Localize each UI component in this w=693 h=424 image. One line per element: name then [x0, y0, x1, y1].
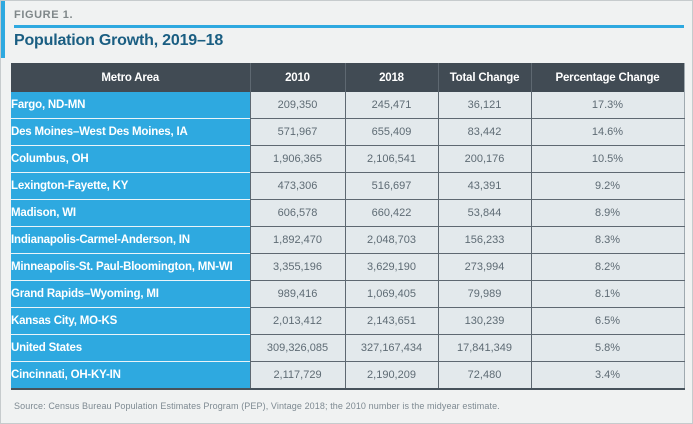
metro-area-cell: Kansas City, MO-KS	[11, 307, 250, 335]
value-cell-percentage-change: 5.8%	[530, 334, 684, 362]
value-cell-total-change: 200,176	[437, 145, 531, 173]
table-row: Grand Rapids–Wyoming, MI 989,416 1,069,4…	[11, 280, 684, 308]
value-cell-2018: 1,069,405	[344, 280, 438, 308]
value-cell-2018: 660,422	[344, 199, 438, 227]
metro-area-cell: Columbus, OH	[11, 145, 250, 173]
value-cell-percentage-change: 3.4%	[530, 361, 684, 389]
metro-area-cell: Lexington-Fayette, KY	[11, 172, 250, 200]
table-row: Indianapolis-Carmel-Anderson, IN 1,892,4…	[11, 226, 684, 254]
header-cell-2010: 2010	[249, 63, 345, 92]
value-cell-percentage-change: 14.6%	[530, 118, 684, 146]
header-cell-percentage-change: Percentage Change	[530, 63, 684, 92]
metro-area-cell: Cincinnati, OH-KY-IN	[11, 361, 250, 389]
table-row: Columbus, OH 1,906,365 2,106,541 200,176…	[11, 145, 684, 173]
metro-area-cell: Minneapolis-St. Paul-Bloomington, MN-WI	[11, 253, 250, 281]
value-cell-2018: 2,190,209	[344, 361, 438, 389]
table-row: Lexington-Fayette, KY 473,306 516,697 43…	[11, 172, 684, 200]
value-cell-total-change: 273,994	[437, 253, 531, 281]
value-cell-total-change: 53,844	[437, 199, 531, 227]
value-cell-percentage-change: 10.5%	[530, 145, 684, 173]
accent-rule	[14, 25, 684, 28]
value-cell-2018: 2,143,651	[344, 307, 438, 335]
value-cell-2018: 245,471	[344, 92, 438, 119]
value-cell-2010: 571,967	[249, 118, 345, 146]
table-row: Des Moines–West Des Moines, IA 571,967 6…	[11, 118, 684, 146]
metro-area-cell: Fargo, ND-MN	[11, 92, 250, 119]
value-cell-2010: 1,906,365	[249, 145, 345, 173]
value-cell-2010: 209,350	[249, 92, 345, 119]
population-table: Metro Area 2010 2018 Total Change Percen…	[11, 63, 685, 390]
header-cell-metro-area: Metro Area	[11, 63, 250, 92]
value-cell-total-change: 36,121	[437, 92, 531, 119]
value-cell-percentage-change: 8.3%	[530, 226, 684, 254]
value-cell-total-change: 17,841,349	[437, 334, 531, 362]
value-cell-2010: 2,013,412	[249, 307, 345, 335]
value-cell-2018: 655,409	[344, 118, 438, 146]
value-cell-2018: 327,167,434	[344, 334, 438, 362]
table-row: Minneapolis-St. Paul-Bloomington, MN-WI …	[11, 253, 684, 281]
value-cell-percentage-change: 8.9%	[530, 199, 684, 227]
table-row: Cincinnati, OH-KY-IN 2,117,729 2,190,209…	[11, 361, 684, 389]
table-row: Fargo, ND-MN 209,350 245,471 36,121 17.3…	[11, 92, 684, 119]
page-title: Population Growth, 2019–18	[14, 32, 224, 49]
left-accent-bar	[1, 1, 5, 58]
table-row: United States 309,326,085 327,167,434 17…	[11, 334, 684, 362]
value-cell-2010: 473,306	[249, 172, 345, 200]
value-cell-2018: 516,697	[344, 172, 438, 200]
metro-area-cell: Grand Rapids–Wyoming, MI	[11, 280, 250, 308]
value-cell-2010: 309,326,085	[249, 334, 345, 362]
metro-area-cell: Des Moines–West Des Moines, IA	[11, 118, 250, 146]
table-row: Kansas City, MO-KS 2,013,412 2,143,651 1…	[11, 307, 684, 335]
value-cell-2010: 2,117,729	[249, 361, 345, 389]
metro-area-cell: Indianapolis-Carmel-Anderson, IN	[11, 226, 250, 254]
value-cell-2010: 1,892,470	[249, 226, 345, 254]
value-cell-percentage-change: 17.3%	[530, 92, 684, 119]
value-cell-total-change: 43,391	[437, 172, 531, 200]
value-cell-total-change: 72,480	[437, 361, 531, 389]
value-cell-2018: 2,048,703	[344, 226, 438, 254]
value-cell-percentage-change: 6.5%	[530, 307, 684, 335]
value-cell-total-change: 79,989	[437, 280, 531, 308]
value-cell-2018: 2,106,541	[344, 145, 438, 173]
value-cell-total-change: 130,239	[437, 307, 531, 335]
value-cell-total-change: 83,442	[437, 118, 531, 146]
metro-area-cell: United States	[11, 334, 250, 362]
table-row: Madison, WI 606,578 660,422 53,844 8.9%	[11, 199, 684, 227]
value-cell-percentage-change: 8.2%	[530, 253, 684, 281]
figure-label: FIGURE 1.	[14, 9, 74, 21]
value-cell-percentage-change: 8.1%	[530, 280, 684, 308]
value-cell-2010: 989,416	[249, 280, 345, 308]
header-cell-2018: 2018	[344, 63, 438, 92]
value-cell-2010: 3,355,196	[249, 253, 345, 281]
table-header-row: Metro Area 2010 2018 Total Change Percen…	[11, 63, 684, 92]
metro-area-cell: Madison, WI	[11, 199, 250, 227]
value-cell-2010: 606,578	[249, 199, 345, 227]
value-cell-2018: 3,629,190	[344, 253, 438, 281]
source-note: Source: Census Bureau Population Estimat…	[14, 401, 500, 411]
header-cell-total-change: Total Change	[437, 63, 531, 92]
value-cell-total-change: 156,233	[437, 226, 531, 254]
value-cell-percentage-change: 9.2%	[530, 172, 684, 200]
